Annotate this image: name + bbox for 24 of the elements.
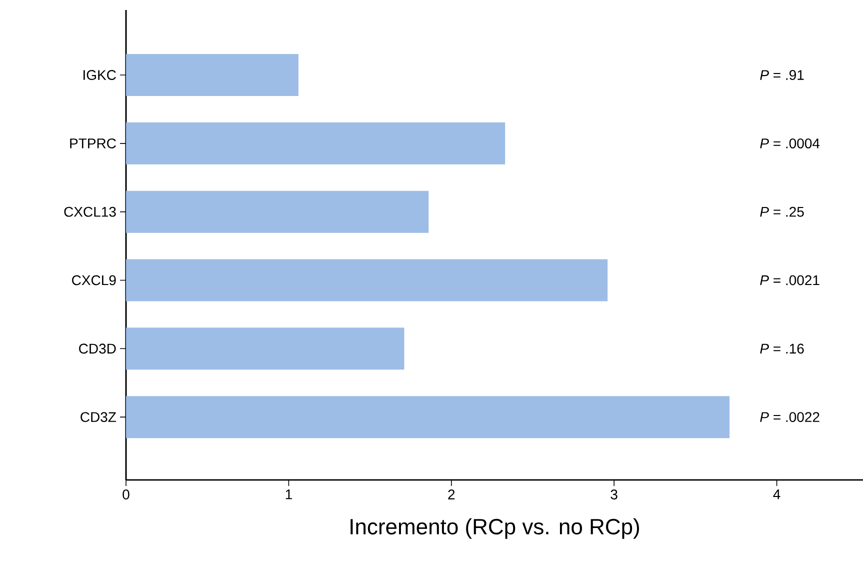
x-tick-label: 0 [122,490,130,500]
x-tick-label: 2 [448,490,455,500]
annotation: P = .91 [760,70,804,80]
y-tick-label: PTPRC [70,138,116,148]
bar [126,54,298,96]
y-tick-label: CXCL9 [72,275,116,286]
y-tick-label: IGKC [84,70,116,80]
y-tick-label: CD3Z [80,412,116,422]
y-tick-label: CXCL13 [64,206,116,217]
x-tick-label: 1 [286,490,292,500]
annotation: P = .0022 [760,412,820,422]
x-tick-label: 4 [773,490,780,500]
bar [126,190,429,233]
x-tick-label: 3 [610,490,618,500]
bar [126,328,404,370]
annotation: P = .0004 [760,138,820,148]
annotation: P = .25 [760,206,804,217]
y-tick-label: CD3D [79,344,116,354]
bar [126,259,608,302]
bar [126,122,506,164]
x-axis-title: Incremento (RCp vs. no RCp) [350,518,639,539]
annotation: P = .16 [760,344,804,354]
annotation: P = .0021 [760,275,820,286]
bar [126,396,730,438]
